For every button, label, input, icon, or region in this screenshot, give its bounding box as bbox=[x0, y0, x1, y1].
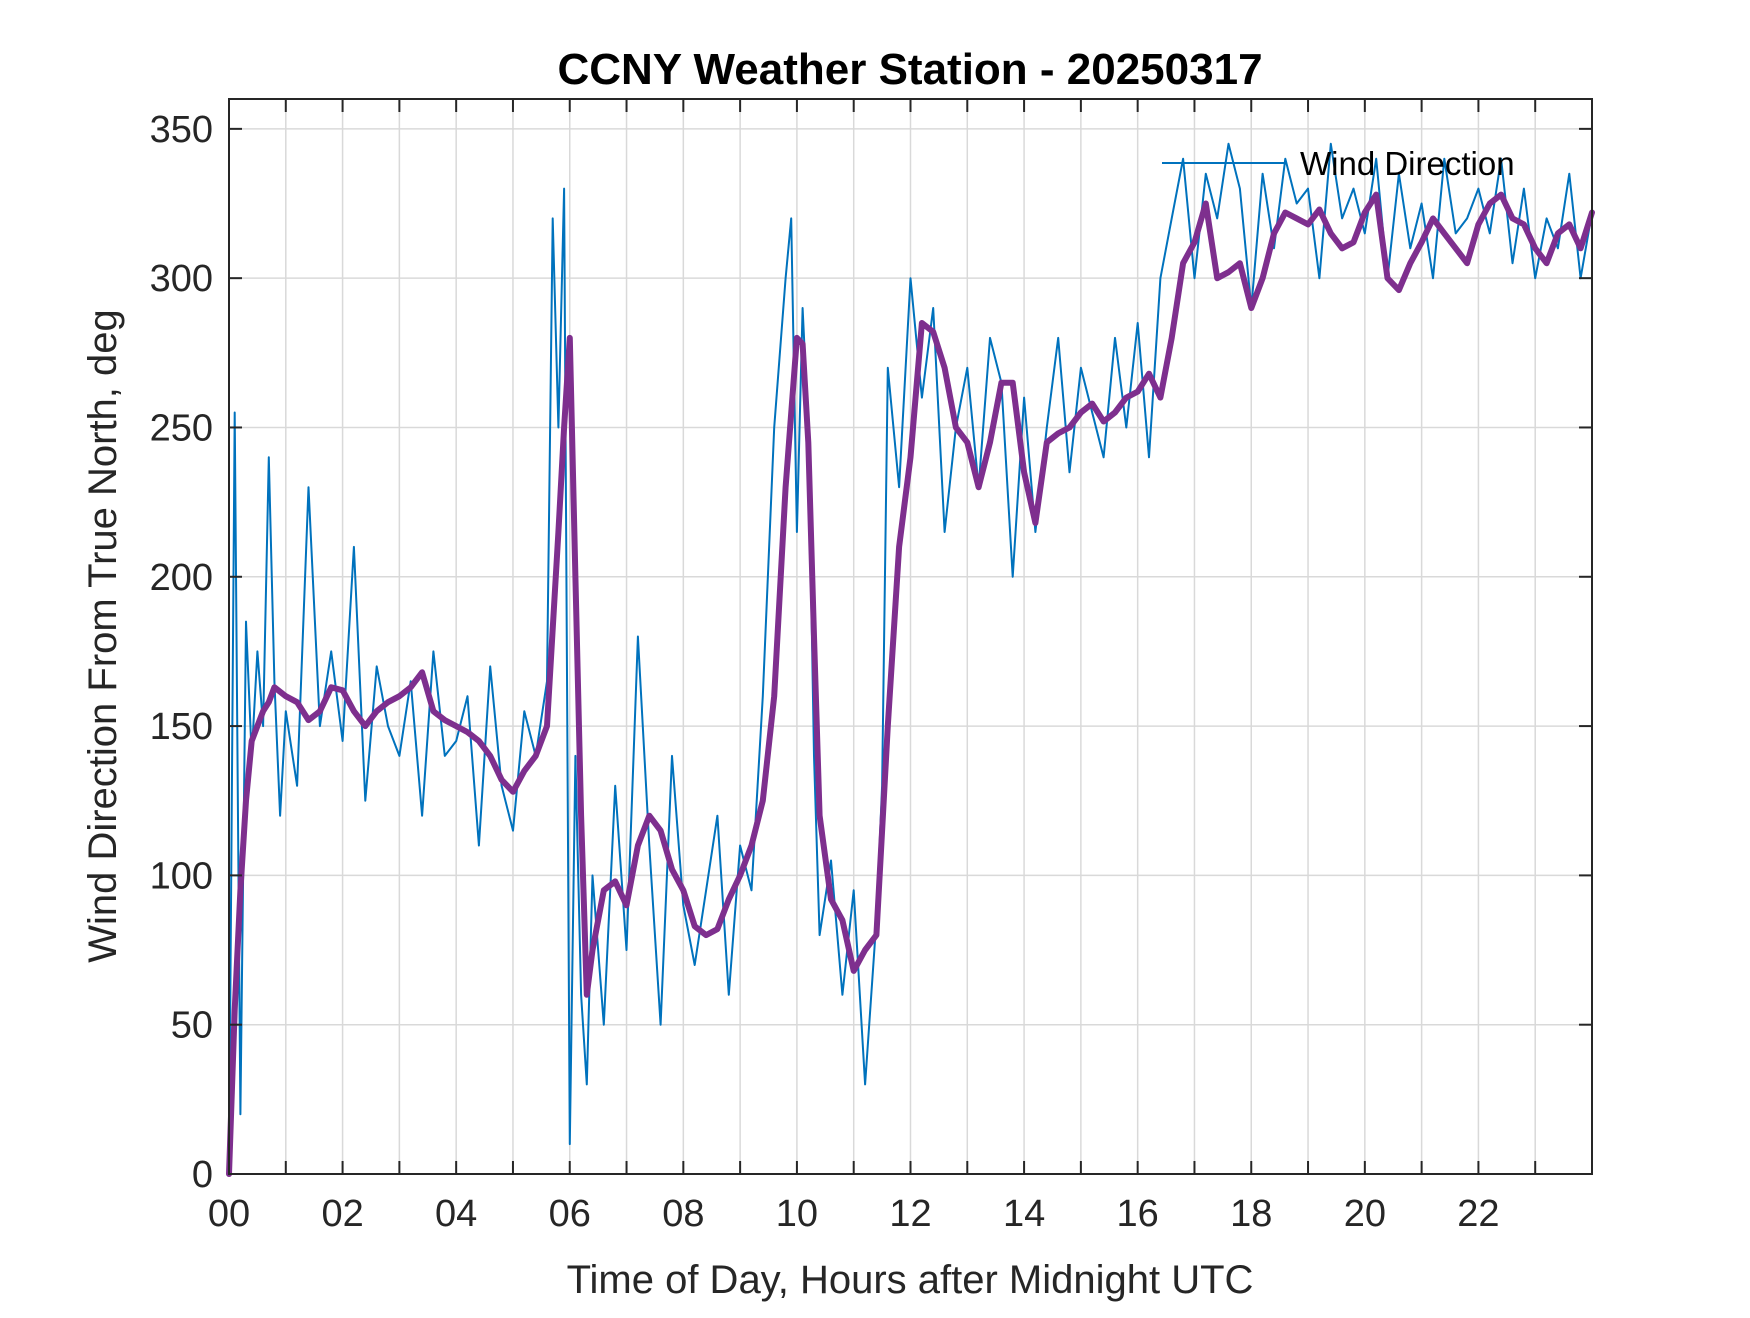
x-tick-label: 14 bbox=[1003, 1193, 1045, 1235]
x-tick-label: 20 bbox=[1344, 1193, 1386, 1235]
y-tick-label: 100 bbox=[150, 855, 213, 897]
y-tick-label: 50 bbox=[171, 1005, 213, 1047]
y-tick-label: 300 bbox=[150, 258, 213, 300]
chart-title: CCNY Weather Station - 20250317 bbox=[557, 45, 1262, 94]
x-tick-label: 08 bbox=[662, 1193, 704, 1235]
x-tick-label: 16 bbox=[1117, 1193, 1159, 1235]
y-tick-label: 250 bbox=[150, 407, 213, 449]
x-axis-label: Time of Day, Hours after Midnight UTC bbox=[567, 1258, 1254, 1302]
x-tick-label: 10 bbox=[776, 1193, 818, 1235]
x-tick-label: 02 bbox=[321, 1193, 363, 1235]
y-axis-label: Wind Direction From True North, deg bbox=[81, 309, 125, 963]
y-tick-label: 0 bbox=[192, 1154, 213, 1196]
smoothed-wind-direction-line bbox=[226, 191, 1595, 1177]
y-tick-label: 200 bbox=[150, 557, 213, 599]
legend: Wind Direction bbox=[1162, 145, 1515, 182]
y-tick-label: 350 bbox=[150, 109, 213, 151]
legend-label-wind-direction: Wind Direction bbox=[1300, 145, 1515, 182]
x-tick-label: 12 bbox=[889, 1193, 931, 1235]
x-tick-label: 00 bbox=[208, 1193, 250, 1235]
axis-ticks: 00 02 04 06 08 10 12 14 16 18 20 22 0 50 100 150 200 250 3… bbox=[150, 99, 1593, 1235]
x-tick-label: 06 bbox=[549, 1193, 591, 1235]
y-tick-label: 150 bbox=[150, 706, 213, 748]
x-tick-label: 04 bbox=[435, 1193, 477, 1235]
grid-lines bbox=[229, 99, 1592, 1174]
x-tick-label: 18 bbox=[1230, 1193, 1272, 1235]
x-tick-label: 22 bbox=[1457, 1193, 1499, 1235]
smoothed-series bbox=[226, 191, 1595, 1177]
